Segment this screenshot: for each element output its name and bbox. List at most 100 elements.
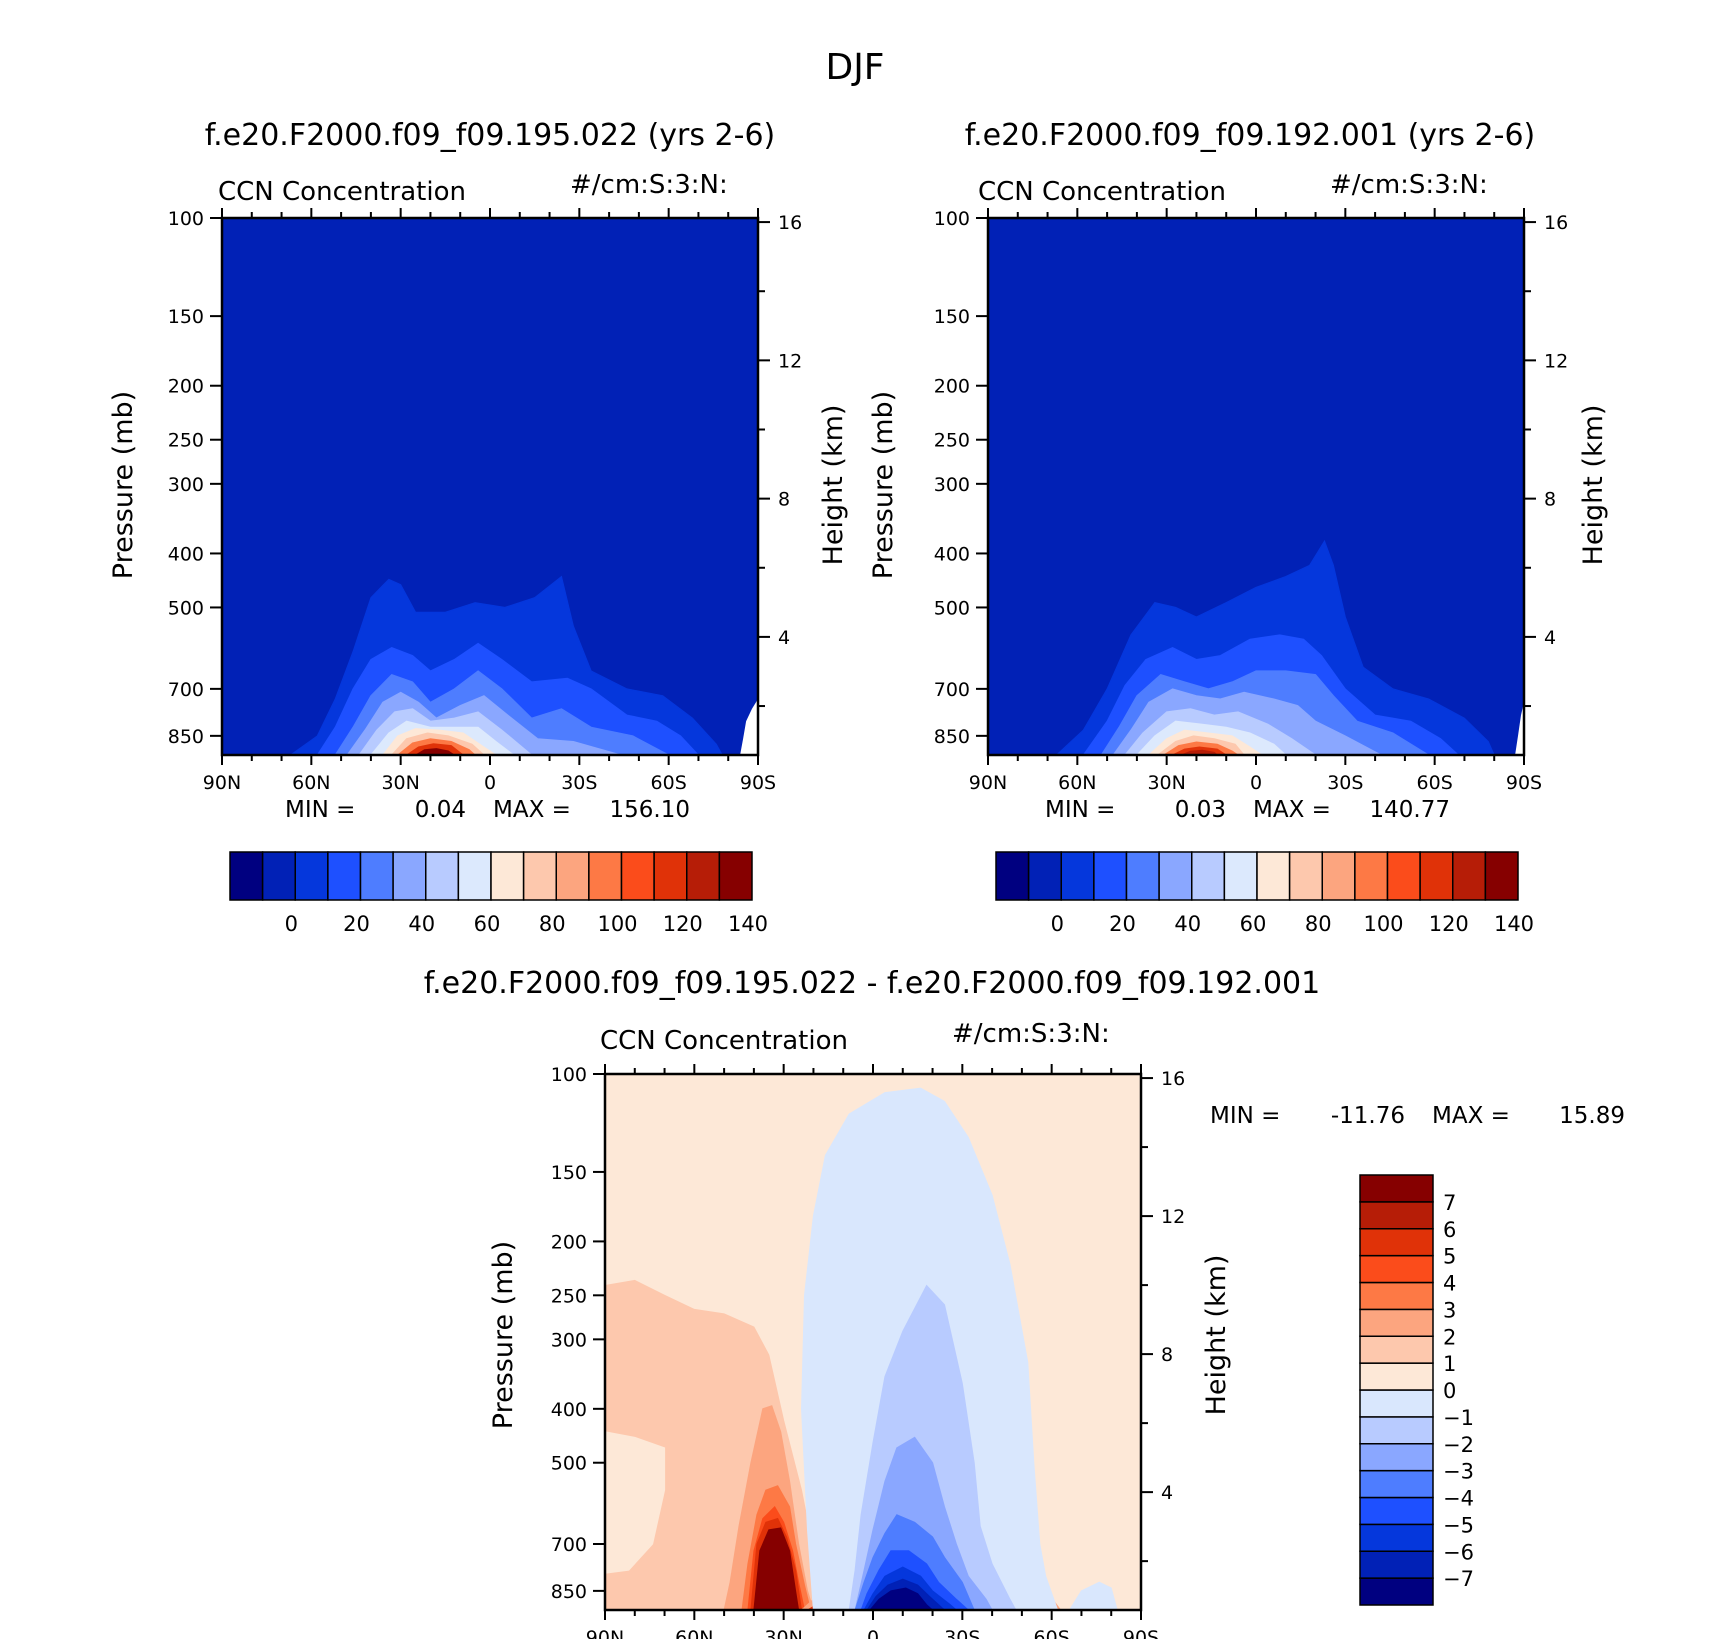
panel-a-colorbar-swatch [653,851,688,901]
panel-a-colorbar-swatch [620,851,655,901]
panel-a-ytick-label: 250 [168,430,204,452]
panel-diff-colorbar-label: 4 [1443,1272,1456,1296]
panel-a-colorbar-swatch [359,851,394,901]
panel-b-ytick-label: 300 [934,474,970,496]
panel-b-max-label: MAX = [1253,797,1331,823]
panel-a-xtick-label: 30N [381,772,419,794]
panel-b-variable-label: CCN Concentration [978,177,1226,207]
panel-a-xtick-label: 90N [203,772,241,794]
panel-b: f.e20.F2000.f09_f09.192.001 (yrs 2-6) CC… [868,118,1609,936]
panel-b-xtick-label: 30N [1147,772,1185,794]
panel-diff-units-label: #/cm:S:3:N: [952,1019,1110,1049]
figure-title: DJF [825,47,884,88]
panel-diff-max-value: 15.89 [1559,1103,1625,1129]
panel-b-ytick-right-label: 16 [1544,212,1568,234]
panel-b-colorbar-label: 40 [1174,912,1201,936]
panel-a-colorbar-swatch [588,851,623,901]
panel-diff-colorbar-label: −2 [1443,1433,1474,1457]
panel-a-colorbar-label: 20 [343,912,370,936]
panel-diff-contour-level-8 [605,1431,666,1574]
panel-a-colorbar-label: 120 [663,912,703,936]
panel-diff-colorbar-swatch [1359,1496,1434,1526]
panel-b-colorbar-swatch [1060,851,1095,901]
panel-a-units-label: #/cm:S:3:N: [570,170,728,200]
panel-a-ytick-right-label: 8 [778,489,790,511]
panel-diff-colorbar-label: −5 [1443,1513,1474,1537]
panel-a-ytick-label: 500 [168,597,204,619]
panel-a-axes: 90N 60N 30N 0 30S 60S 90S 100 150 200 250 300 400 500… [168,208,802,794]
panel-b-ytick-label: 150 [934,306,970,328]
panel-a-colorbar-swatch [425,851,460,901]
panel-b-xtick-label: 60N [1058,772,1096,794]
panel-b-ytick-right-label: 4 [1544,627,1556,649]
panel-a-max-value: 156.10 [610,797,690,823]
panel-b-colorbar-label: 140 [1494,912,1534,936]
panel-a-colorbar-swatch [457,851,492,901]
panel-diff-colorbar: 7 6 5 43 2 1 0 −1 −2 −3 −4−5 −6 −7 [1359,1174,1474,1606]
panel-a-colorbar-swatch [294,851,329,901]
panel-diff-ytick-label: 400 [551,1399,587,1421]
panel-a-ytick-label: 200 [168,376,204,398]
panel-b-colorbar-swatch [1027,851,1062,901]
panel-diff-colorbar-label: −3 [1443,1460,1474,1484]
panel-b-colorbar-label: 80 [1305,912,1332,936]
panel-diff-colorbar-swatch [1359,1523,1434,1552]
panel-diff-variable-label: CCN Concentration [600,1026,848,1056]
panel-b-contour-level-1 [988,218,1524,755]
panel-a-ylabel-right: Height (km) [818,405,849,566]
panel-diff-colorbar-label: 5 [1443,1245,1456,1269]
panel-b-colorbar-swatch [1386,851,1421,901]
panel-b-colorbar: 0 20 40 60 80 100 120 140 [995,851,1534,936]
panel-b-colorbar-swatch [1256,851,1291,901]
panel-a-xtick-label: 60S [651,772,687,794]
panel-b-xtick-label: 30S [1327,772,1363,794]
panel-diff-min-value: -11.76 [1331,1103,1405,1129]
panel-a-xtick-label: 0 [484,772,496,794]
panel-a-xtick-label: 90S [740,772,776,794]
panel-b-ytick-label: 700 [934,679,970,701]
panel-a-colorbar-swatch [490,851,525,901]
panel-diff-ytick-right-label: 16 [1161,1068,1185,1090]
panel-b-xtick-label: 90N [969,772,1007,794]
panel-diff-xtick-label: 0 [867,1627,879,1639]
panel-b-colorbar-swatch [1354,851,1389,901]
panel-diff-contour-level-7 [1068,1581,1118,1610]
panel-a-ytick-label: 400 [168,543,204,565]
panel-b-colorbar-swatch [1093,851,1128,901]
panel-diff-xtick-label: 90N [586,1627,624,1639]
panel-diff-colorbar-swatch [1359,1281,1434,1311]
panel-b-xtick-label: 0 [1250,772,1262,794]
panel-diff-xtick-label: 90S [1123,1627,1159,1639]
panel-b-ytick-label: 400 [934,543,970,565]
panel-a-plot-area [222,218,758,755]
panel-a-max-label: MAX = [493,797,571,823]
panel-a-ytick-right-label: 12 [778,350,802,372]
panel-b-min-value: 0.03 [1175,797,1226,823]
panel-a-xtick-label: 30S [561,772,597,794]
panel-b-ytick-label: 850 [934,726,970,748]
panel-diff-colorbar-swatch [1359,1228,1434,1257]
panel-diff-ylabel-right: Height (km) [1201,1255,1232,1416]
panel-b-colorbar-swatch [1419,851,1454,901]
panel-diff-colorbar-label: −6 [1443,1540,1474,1564]
panel-diff-colorbar-label: 6 [1443,1218,1456,1242]
panel-b-colorbar-swatch [1484,851,1519,901]
panel-diff-ytick-label: 250 [551,1285,587,1307]
panel-diff-ytick-label: 200 [551,1231,587,1253]
panel-diff-ylabel: Pressure (mb) [488,1241,519,1429]
panel-b-ytick-right-label: 8 [1544,489,1556,511]
panel-b-ylabel: Pressure (mb) [868,391,899,579]
panel-diff-colorbar-label: 0 [1443,1379,1456,1403]
panel-a: f.e20.F2000.f09_f09.195.022 (yrs 2-6) CC… [108,118,849,936]
panel-b-min-label: MIN = [1045,797,1115,823]
panel-b-colorbar-swatch [1321,851,1356,901]
panel-b-colorbar-swatch [1191,851,1226,901]
panel-b-colorbar-swatch [1158,851,1193,901]
panel-b-colorbar-label: 0 [1051,912,1064,936]
panel-a-ytick-right-label: 4 [778,627,790,649]
panel-diff-colorbar-swatch [1359,1550,1434,1579]
panel-a-ytick-label: 700 [168,679,204,701]
panel-a-ytick-label: 100 [168,208,204,230]
panel-diff-colorbar-swatch [1359,1389,1434,1418]
